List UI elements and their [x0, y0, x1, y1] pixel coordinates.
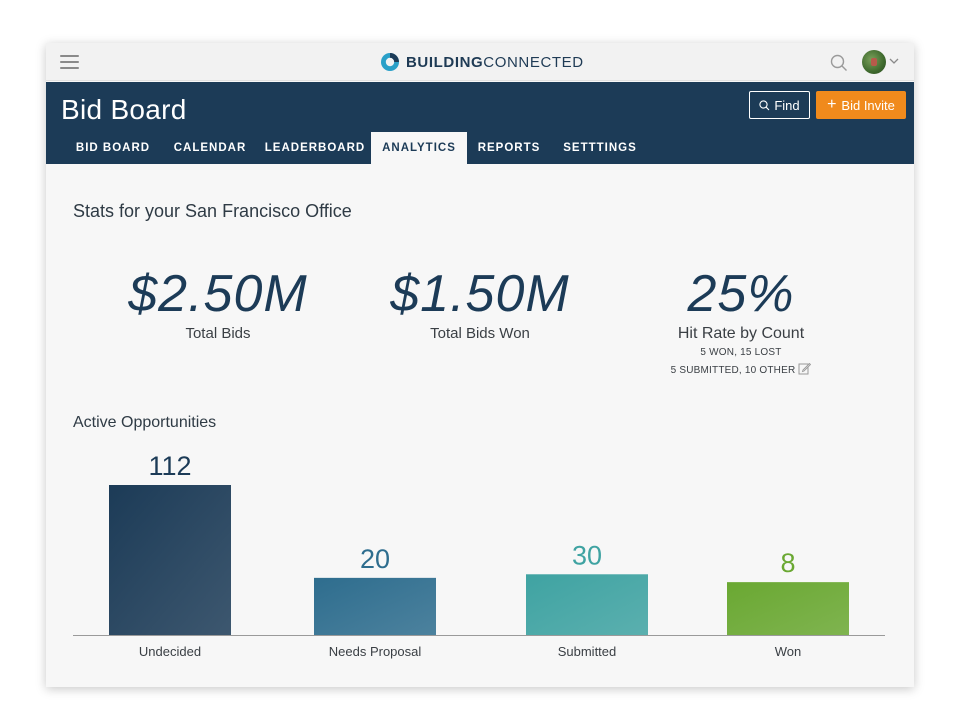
logo-text: BUILDINGCONNECTED — [406, 53, 584, 71]
app-window: BUILDINGCONNECTED Bid Board Find + Bid I… — [46, 43, 914, 687]
value-label-submitted: 30 — [572, 540, 602, 570]
bid-invite-button[interactable]: + Bid Invite — [816, 91, 906, 119]
plus-icon: + — [827, 96, 837, 113]
edit-icon[interactable] — [798, 362, 812, 375]
search-icon[interactable] — [830, 54, 848, 72]
page-header: Bid Board Find + Bid Invite BID BOARD CA… — [46, 82, 914, 164]
active-opportunities-title: Active Opportunities — [73, 414, 217, 431]
page-title: Bid Board — [61, 94, 187, 125]
category-label-won: Won — [775, 644, 802, 659]
tab-analytics[interactable]: ANALYTICS — [371, 132, 467, 164]
bar-needs-proposal[interactable] — [314, 577, 436, 635]
tab-settings[interactable]: SETTTINGS — [563, 142, 637, 154]
analytics-content: Stats for your San Francisco Office $2.5… — [46, 164, 914, 687]
total-bids-value: $2.50M — [128, 265, 308, 323]
chevron-down-icon[interactable] — [889, 57, 899, 65]
bar-won[interactable] — [727, 582, 849, 635]
hit-rate-submitted-other-text: 5 SUBMITTED, 10 OTHER — [670, 365, 796, 376]
total-bids-won-value: $1.50M — [390, 265, 570, 323]
hit-rate-won-lost: 5 WON, 15 LOST — [700, 347, 782, 358]
hit-rate-label: Hit Rate by Count — [677, 325, 805, 342]
avatar[interactable] — [862, 50, 886, 74]
bid-invite-label: Bid Invite — [841, 97, 895, 113]
value-label-needs-proposal: 20 — [360, 544, 390, 574]
logo-mark-icon — [381, 53, 399, 71]
value-label-won: 8 — [780, 548, 795, 578]
find-button[interactable]: Find — [749, 91, 810, 119]
hit-rate-value: 25% — [687, 265, 795, 323]
total-bids-label: Total Bids — [185, 325, 251, 342]
opportunities-bar-chart: 112 Undecided 20 Needs Proposal 30 Submitted 8… — [73, 451, 885, 659]
category-label-needs-proposal: Needs Proposal — [329, 644, 422, 659]
hit-rate-submitted-other: 5 SUBMITTED, 10 OTHER — [641, 362, 841, 376]
search-icon — [759, 99, 770, 110]
bar-submitted[interactable] — [526, 574, 648, 635]
value-label-undecided: 112 — [148, 451, 191, 481]
tab-calendar[interactable]: CALENDAR — [173, 142, 247, 154]
tab-reports[interactable]: REPORTS — [477, 142, 541, 154]
tab-bar: BID BOARD CALENDAR LEADERBOARD ANALYTICS… — [46, 132, 914, 164]
top-bar: BUILDINGCONNECTED — [46, 43, 914, 81]
find-label: Find — [774, 97, 800, 113]
category-label-undecided: Undecided — [139, 644, 201, 659]
tab-bid-board[interactable]: BID BOARD — [75, 142, 151, 154]
total-bids-won-label: Total Bids Won — [430, 325, 530, 342]
stats-title: Stats for your San Francisco Office — [73, 201, 352, 221]
bar-undecided[interactable] — [109, 485, 231, 635]
hamburger-icon[interactable] — [60, 55, 79, 69]
tab-leaderboard[interactable]: LEADERBOARD — [264, 142, 366, 154]
category-label-submitted: Submitted — [558, 644, 617, 659]
logo[interactable]: BUILDINGCONNECTED — [380, 52, 584, 72]
